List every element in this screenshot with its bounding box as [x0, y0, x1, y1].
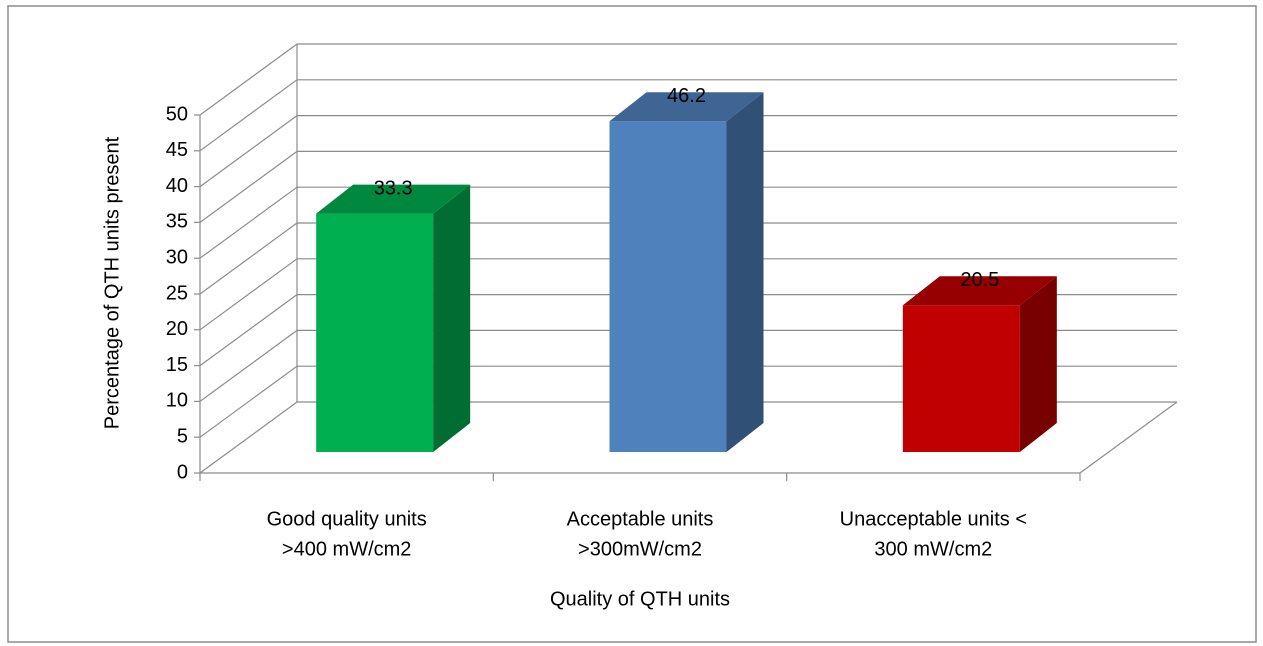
grid-line [199, 329, 1177, 402]
bar-top [902, 276, 1057, 306]
y-tick-label: 35 [166, 211, 188, 233]
bar-front [316, 213, 434, 452]
grid-line [199, 258, 1177, 331]
x-tick-label: Acceptable units [567, 508, 714, 530]
grid-line [199, 43, 1177, 116]
y-tick-label: 20 [166, 318, 188, 340]
y-tick-label: 5 [177, 425, 188, 447]
value-label: 20.5 [960, 269, 999, 291]
y-tick-label: 30 [166, 246, 188, 268]
bar-front [609, 121, 727, 452]
x-tick-label: 300 mW/cm2 [874, 538, 992, 560]
grid-line [199, 222, 1177, 295]
grid-line [199, 401, 1177, 474]
y-tick-label: 45 [166, 139, 188, 161]
y-tick-label: 0 [177, 461, 188, 483]
bar-side [726, 92, 764, 452]
value-label: 46.2 [667, 85, 706, 107]
bar-front [902, 305, 1020, 452]
y-tick-label: 10 [166, 390, 188, 412]
x-tick-label: >400 mW/cm2 [282, 538, 411, 560]
grid-line [199, 365, 1177, 438]
grid-line [199, 79, 1177, 152]
bar-top [316, 184, 471, 214]
bar-side [433, 184, 471, 452]
value-label: 33.3 [374, 177, 413, 199]
grid-line [199, 114, 1177, 188]
bar-top [609, 92, 764, 122]
y-tick-label: 25 [166, 282, 188, 304]
x-tick-label: Good quality units [267, 508, 427, 530]
y-axis-title: Percentage of QTH units present [101, 136, 123, 429]
grid-line [199, 150, 1177, 223]
grid-line [199, 294, 1177, 367]
y-tick-label: 40 [166, 175, 188, 197]
x-tick-label: Unacceptable units < [840, 508, 1027, 530]
x-tick-label: >300mW/cm2 [578, 538, 702, 560]
y-tick-label: 15 [166, 354, 188, 376]
x-axis-title: Quality of QTH units [550, 588, 730, 610]
grid-line [199, 186, 1177, 259]
bar-side [1019, 276, 1057, 452]
y-tick-label: 50 [166, 103, 188, 125]
